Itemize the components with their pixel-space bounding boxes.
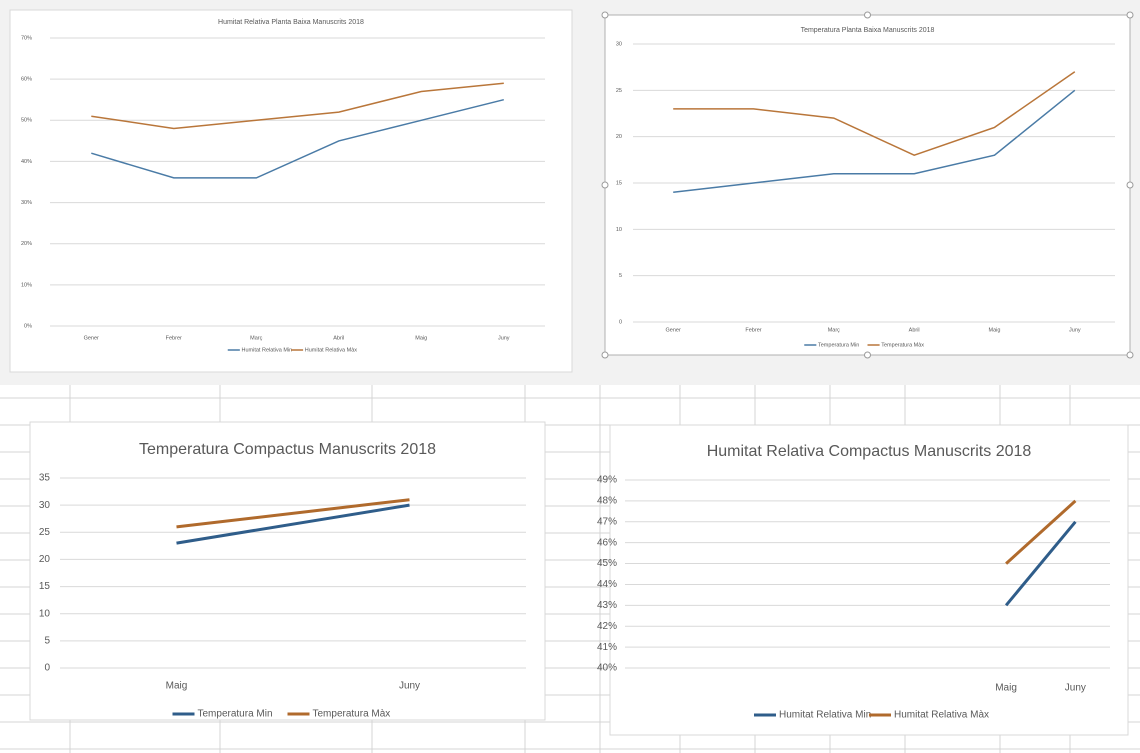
x-tick-label: Maig <box>989 327 1001 333</box>
y-tick-label: 60% <box>21 77 32 83</box>
y-tick-label: 10 <box>616 227 622 233</box>
chart-frame <box>604 14 1131 356</box>
y-tick-label: 5 <box>619 273 622 279</box>
chart: Temperatura Compactus Manuscrits 2018 0 5 1… <box>29 421 546 721</box>
series-line <box>673 71 1076 157</box>
y-tick-label: 45% <box>597 558 617 569</box>
x-tick-label: Juny <box>1069 327 1081 333</box>
y-tick-label: 0 <box>619 319 622 325</box>
legend-label: Humitat Relativa Min <box>242 347 293 353</box>
x-tick-label: Maig <box>415 335 427 341</box>
x-tick-label: Març <box>828 327 840 333</box>
x-tick-label: Abril <box>333 335 344 341</box>
y-tick-label: 70% <box>21 35 32 41</box>
chart: Humitat Relativa Planta Baixa Manuscrits… <box>9 9 573 373</box>
chart-frame <box>29 421 546 721</box>
y-tick-label: 30 <box>39 500 51 511</box>
legend-label: Temperatura Min <box>818 342 859 348</box>
series-line <box>1004 520 1077 607</box>
chart-title: Temperatura Compactus Manuscrits 2018 <box>139 441 436 458</box>
y-tick-label: 50% <box>21 118 32 124</box>
y-tick-label: 41% <box>597 642 617 653</box>
legend-label: Humitat Relativa Màx <box>305 347 358 353</box>
x-tick-label: Febrer <box>745 327 761 333</box>
legend-label: Temperatura Màx <box>313 709 391 720</box>
y-tick-label: 15 <box>616 180 622 186</box>
y-tick-label: 5 <box>44 635 50 646</box>
chart-title: Humitat Relativa Compactus Manuscrits 20… <box>707 443 1032 460</box>
x-tick-label: Juny <box>498 335 510 341</box>
series-line <box>673 89 1076 194</box>
y-tick-label: 46% <box>597 537 617 548</box>
x-tick-label: Febrer <box>166 335 182 341</box>
y-tick-label: 10 <box>39 608 51 619</box>
y-tick-label: 25 <box>39 527 51 538</box>
y-tick-label: 0 <box>44 663 50 674</box>
y-tick-label: 35 <box>39 473 51 484</box>
y-tick-label: 44% <box>597 579 617 590</box>
series-line <box>91 98 504 179</box>
selection-handle <box>864 11 871 19</box>
x-tick-label: Gener <box>666 327 681 333</box>
selection-handle <box>864 351 871 359</box>
series-line <box>176 503 410 545</box>
x-tick-label: Març <box>250 335 262 341</box>
charts: Humitat Relativa Planta Baixa Manuscrits… <box>9 9 1134 736</box>
chart-frame <box>609 424 1129 736</box>
y-tick-label: 15 <box>39 581 51 592</box>
chart-frame <box>9 9 573 373</box>
selection-handle <box>1126 351 1134 359</box>
y-tick-label: 40% <box>21 159 32 165</box>
y-tick-label: 48% <box>597 496 617 507</box>
chart: Temperatura Planta Baixa Manuscrits 2018… <box>601 11 1134 359</box>
y-tick-label: 30 <box>616 41 622 47</box>
legend-label: Humitat Relativa Màx <box>894 710 989 721</box>
selection-handle <box>1126 181 1134 189</box>
x-tick-label: Maig <box>166 681 188 692</box>
chart-title: Temperatura Planta Baixa Manuscrits 2018 <box>801 27 935 34</box>
y-tick-label: 10% <box>21 282 32 288</box>
y-tick-label: 42% <box>597 621 617 632</box>
chart-title: Humitat Relativa Planta Baixa Manuscrits… <box>218 19 364 26</box>
series-line <box>91 82 504 130</box>
chart: Humitat Relativa Compactus Manuscrits 20… <box>597 424 1129 736</box>
y-tick-label: 40% <box>597 663 617 674</box>
x-tick-label: Maig <box>995 683 1017 694</box>
y-tick-label: 30% <box>21 200 32 206</box>
y-tick-label: 25 <box>616 88 622 94</box>
series-line <box>176 498 410 529</box>
selection-handle <box>601 181 609 189</box>
x-tick-label: Gener <box>84 335 99 341</box>
y-tick-label: 43% <box>597 600 617 611</box>
series-line <box>1005 499 1077 565</box>
y-tick-label: 49% <box>597 475 617 486</box>
selection-handle <box>601 11 609 19</box>
x-tick-label: Abril <box>909 327 920 333</box>
legend-label: Temperatura Màx <box>881 342 924 348</box>
legend-label: Humitat Relativa Min <box>779 710 871 721</box>
y-tick-label: 0% <box>24 323 32 329</box>
legend-label: Temperatura Min <box>198 709 273 720</box>
selection-handle <box>1126 11 1134 19</box>
y-tick-label: 20 <box>616 134 622 140</box>
y-tick-label: 20 <box>39 554 51 565</box>
selection-handle <box>601 351 609 359</box>
x-tick-label: Juny <box>399 681 420 692</box>
x-tick-label: Juny <box>1065 683 1086 694</box>
y-tick-label: 47% <box>597 516 617 527</box>
y-tick-label: 20% <box>21 241 32 247</box>
